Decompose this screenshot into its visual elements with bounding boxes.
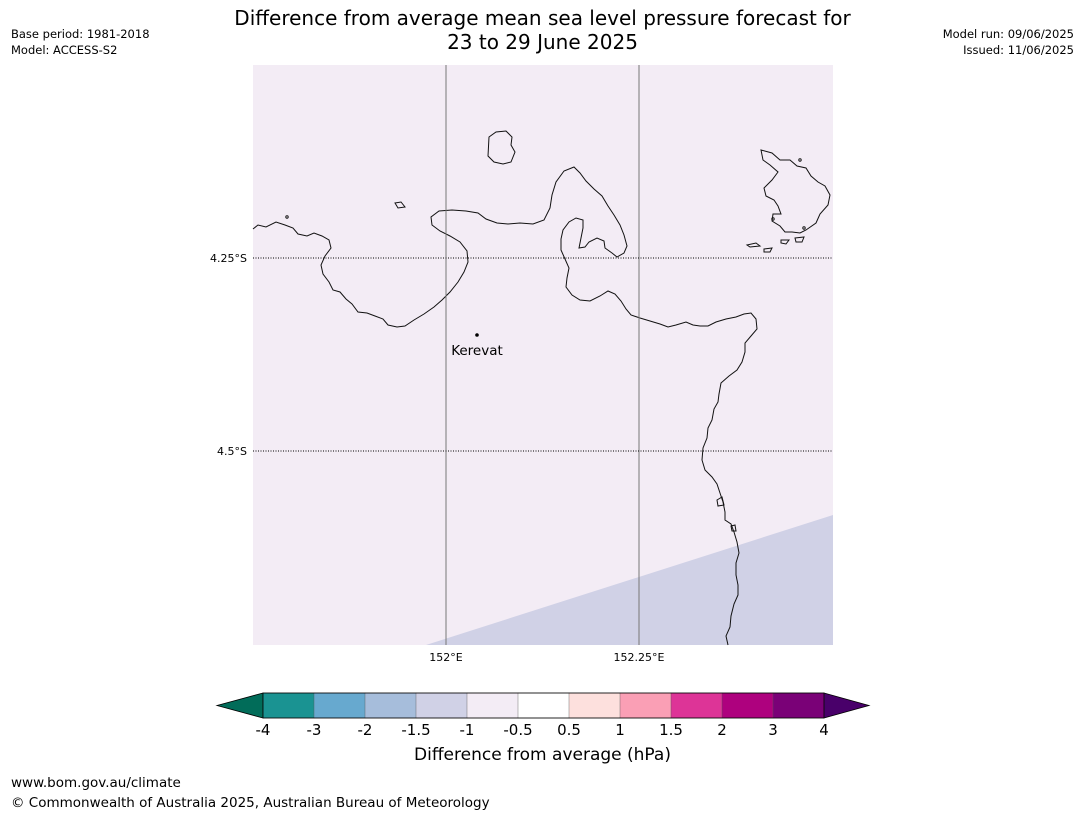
colorbar-over-arrow (823, 692, 871, 719)
coastline-islet-7 (730, 524, 737, 532)
chart-title: Difference from average mean sea level p… (0, 6, 1085, 54)
colorbar-tick-label: -2 (358, 721, 373, 739)
colorbar-tick-label: -0.5 (503, 721, 532, 739)
colorbar-tick-label: -1 (460, 721, 475, 739)
footer-copyright: © Commonwealth of Australia 2025, Austra… (11, 795, 490, 811)
colorbar-tick-label: 3 (768, 721, 778, 739)
colorbar: -4 -3 -2 -1.5 -1 -0.5 0.5 1 1.5 2 3 4 (215, 692, 871, 739)
colorbar-tick-label: 1.5 (659, 721, 683, 739)
town-marker (475, 333, 479, 337)
colorbar-tick-label: 0.5 (557, 721, 581, 739)
colorbar-segment (364, 692, 417, 719)
meta-right: Model run: 09/06/2025 Issued: 11/06/2025 (943, 26, 1074, 58)
colorbar-tick-label: 1 (615, 721, 625, 739)
coastline-islet-1 (394, 201, 406, 209)
title-line-2: 23 to 29 June 2025 (447, 30, 638, 54)
coastline-north-island (487, 130, 516, 165)
coastline-islet-4 (780, 239, 790, 245)
lat-tick-label: 4.5°S (217, 445, 247, 458)
colorbar-segment (568, 692, 621, 719)
coastline-mainland (252, 166, 758, 646)
lat-tick-label: 4.25°S (210, 252, 247, 265)
base-period: Base period: 1981-2018 (11, 27, 150, 41)
issued-date: Issued: 11/06/2025 (963, 43, 1074, 57)
coastline (252, 130, 831, 646)
colorbar-frame (262, 692, 825, 719)
colorbar-segment (262, 692, 315, 719)
coastline-islet-9 (771, 217, 775, 221)
colorbar-tick-label: -1.5 (401, 721, 430, 739)
colorbar-tick-label: 2 (717, 721, 727, 739)
coastline-islet-5 (794, 236, 805, 243)
colorbar-title: Difference from average (hPa) (414, 745, 671, 765)
coastline-islet-6 (716, 496, 725, 507)
meta-left: Base period: 1981-2018 Model: ACCESS-S2 (11, 26, 150, 58)
coastline-islet-2 (745, 242, 762, 248)
title-line-1: Difference from average mean sea level p… (234, 6, 851, 30)
coastline-islet-11 (798, 158, 802, 162)
colorbar-segment (313, 692, 366, 719)
footer-url: www.bom.gov.au/climate (11, 775, 181, 791)
colorbar-segment (466, 692, 519, 719)
colorbar-under-arrow (215, 692, 264, 719)
colorbar-segment (415, 692, 468, 719)
colorbar-segment (721, 692, 774, 719)
colorbar-tick-label: -3 (307, 721, 322, 739)
model-name: Model: ACCESS-S2 (11, 43, 118, 57)
coastline-islet-3 (763, 247, 773, 253)
coastline-islet-10 (802, 226, 806, 230)
colorbar-segment (670, 692, 723, 719)
model-run: Model run: 09/06/2025 (942, 27, 1074, 41)
coastline-east-island (760, 149, 831, 234)
colorbar-segment (517, 692, 570, 719)
colorbar-tick-label: -4 (256, 721, 271, 739)
colorbar-tick-label: 4 (819, 721, 829, 739)
colorbar-segment (772, 692, 825, 719)
colorbar-segment (619, 692, 672, 719)
coastline-islet-8 (285, 215, 289, 219)
lon-tick-label: 152°E (429, 651, 462, 664)
lower-anomaly-band (426, 515, 833, 645)
town-label: Kerevat (451, 343, 503, 359)
lon-tick-label: 152.25°E (614, 651, 665, 664)
